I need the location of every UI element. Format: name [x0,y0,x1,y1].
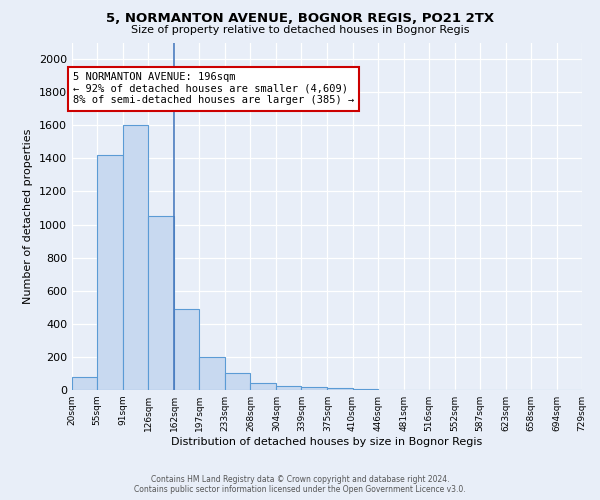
Bar [328,388,353,390]
Text: Contains HM Land Registry data © Crown copyright and database right 2024.
Contai: Contains HM Land Registry data © Crown c… [134,474,466,494]
Bar [225,372,250,390]
Bar [276,386,301,390]
Text: 5 NORMANTON AVENUE: 196sqm
← 92% of detached houses are smaller (4,609)
8% of se: 5 NORMANTON AVENUE: 196sqm ← 92% of deta… [73,72,354,106]
Bar [123,125,148,390]
Text: 5, NORMANTON AVENUE, BOGNOR REGIS, PO21 2TX: 5, NORMANTON AVENUE, BOGNOR REGIS, PO21 … [106,12,494,26]
Bar [148,216,174,390]
Bar [174,309,199,390]
Text: Size of property relative to detached houses in Bognor Regis: Size of property relative to detached ho… [131,25,469,35]
Bar [72,377,97,390]
Bar [301,387,328,390]
Bar [97,155,123,390]
Bar [199,357,225,390]
X-axis label: Distribution of detached houses by size in Bognor Regis: Distribution of detached houses by size … [172,437,482,447]
Bar [353,389,379,390]
Bar [250,384,276,390]
Y-axis label: Number of detached properties: Number of detached properties [23,128,34,304]
